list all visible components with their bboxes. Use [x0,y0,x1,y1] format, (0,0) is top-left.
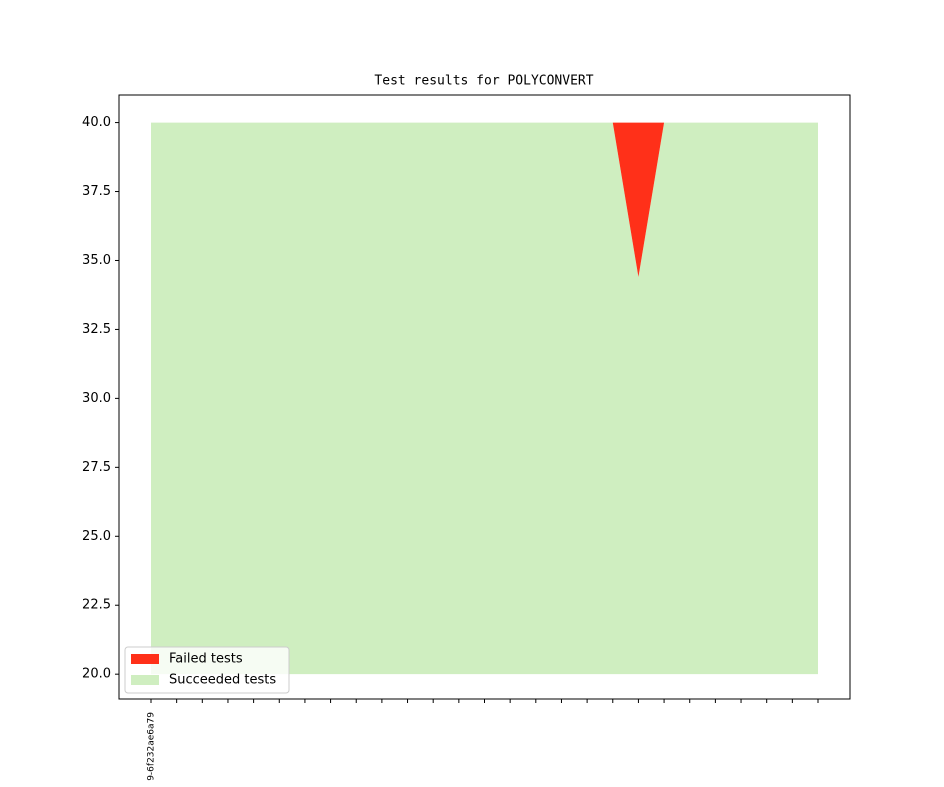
y-tick-label: 25.0 [82,529,111,544]
y-tick-label: 20.0 [82,667,111,682]
legend-swatch [131,675,159,685]
legend-box [124,646,290,694]
y-tick-label: 27.5 [82,460,111,475]
area [151,122,818,278]
area [151,122,818,675]
legend-label: Failed tests [169,652,243,667]
x-tick-label: 9-6f232ae6a79 [147,712,157,781]
chart-title: Test results for POLYCONVERT [374,74,593,89]
y-tick-label: 30.0 [82,391,111,406]
y-tick-label: 37.5 [82,184,111,199]
legend-swatch [131,654,159,664]
legend-label: Succeeded tests [169,673,276,688]
y-tick-label: 22.5 [82,598,111,613]
y-tick-label: 40.0 [82,115,111,130]
y-tick-label: 32.5 [82,322,111,337]
y-tick-label: 35.0 [82,253,111,268]
